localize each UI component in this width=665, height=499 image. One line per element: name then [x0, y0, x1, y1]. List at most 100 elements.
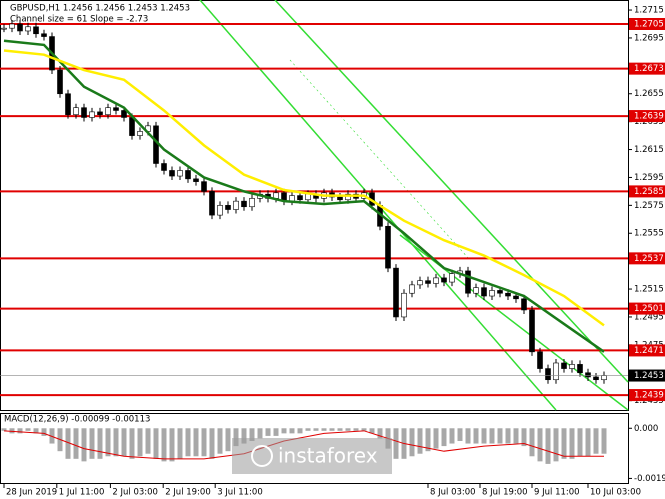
candle [401, 292, 407, 318]
macd-bar [273, 428, 279, 436]
candle [577, 364, 583, 374]
macd-frame [0, 413, 629, 484]
candle [105, 107, 111, 115]
macd-bar [217, 428, 223, 454]
candle [201, 181, 207, 192]
candle [593, 376, 599, 381]
candle [569, 364, 575, 369]
macd-bar [121, 428, 127, 457]
y-tick-label: 1.2715 [634, 6, 664, 16]
macd-bar [129, 428, 135, 459]
candle [233, 200, 239, 210]
macd-bar [177, 428, 183, 459]
x-tick-label: 1 Jul 11:00 [59, 488, 105, 498]
y-tick-label: 0.000 [634, 424, 658, 434]
macd-bar [409, 428, 415, 457]
level-label: 1.2585 [634, 187, 664, 197]
x-tick-label: 9 Jul 11:00 [534, 488, 580, 498]
candle [393, 267, 399, 318]
marks: 1.2715 1.2695 1.2655 1.2635 1.2615 1.2595 1.25… [0, 6, 665, 498]
candle [449, 273, 455, 283]
candle [217, 205, 223, 216]
y-tick-label: 1.2555 [634, 229, 664, 239]
y-tick-label: 1.2595 [634, 173, 664, 183]
macd-bar [529, 428, 535, 457]
candle [513, 295, 519, 300]
macd-bar [337, 428, 343, 431]
macd-bar [25, 428, 31, 431]
macd-bar [289, 428, 295, 434]
macd-bar [353, 428, 359, 431]
level-label-box [629, 110, 665, 123]
candle [41, 33, 47, 37]
y-tick-label: 1.2695 [634, 33, 664, 43]
level-label-box [629, 344, 665, 357]
candle [441, 277, 447, 283]
macd-bar [153, 428, 159, 459]
candle [601, 375, 607, 381]
level-label-box [629, 252, 665, 265]
candle [481, 287, 487, 297]
macd-bar [481, 428, 487, 444]
macd-bar [97, 428, 103, 459]
candle [65, 93, 71, 115]
macd-bar [201, 428, 207, 457]
macd-bar [561, 428, 567, 459]
y-tick-label: 1.2495 [634, 312, 664, 322]
macd-bar [89, 428, 95, 459]
candle [305, 193, 311, 201]
macd-bar [209, 428, 215, 459]
macd-bar [393, 428, 399, 459]
macd-bar [313, 428, 319, 431]
x-tick-label: 8 Jul 03:00 [430, 488, 476, 498]
macd-bar [281, 428, 287, 434]
macd-bar [305, 428, 311, 431]
y-tick-label: 1.2655 [634, 89, 664, 99]
level-label: 1.2639 [634, 112, 664, 122]
candle [537, 351, 543, 369]
macd-bar [569, 428, 575, 459]
candle [241, 200, 247, 208]
macd-bar [65, 428, 71, 459]
macd-bar [497, 428, 503, 444]
macd-bar [513, 428, 519, 444]
macd-bar [241, 428, 247, 444]
macd-title: MACD(12,26,9) -0.00099 -0.00113 [4, 415, 150, 425]
candle [17, 23, 23, 32]
candle [465, 270, 471, 294]
macd-bar [585, 428, 591, 457]
macd-bar [105, 428, 111, 457]
macd-bar [265, 428, 271, 436]
candle [33, 26, 39, 35]
y-tick-label: 1.2515 [634, 285, 664, 295]
macd-bar [185, 428, 191, 457]
signal-line [3, 430, 604, 460]
level-label-box [629, 389, 665, 402]
macd-bar [73, 428, 79, 459]
level-label-box [629, 185, 665, 198]
macd-bar [553, 428, 559, 462]
candle [561, 362, 567, 369]
macd-bar [577, 428, 583, 457]
level-label-box [629, 62, 665, 75]
macd-bar [545, 428, 551, 464]
candle [137, 131, 143, 136]
macd-bar [345, 428, 351, 431]
level-label: 1.2439 [634, 391, 664, 401]
watermark-logo [251, 445, 273, 467]
candle [409, 284, 415, 294]
candle [161, 163, 167, 171]
candle [489, 290, 495, 297]
candle [297, 195, 303, 201]
macd-bar [465, 428, 471, 444]
y-tick-label: 1.2435 [634, 396, 664, 406]
x-tick-label: 8 Jul 19:00 [482, 488, 528, 498]
candle [521, 298, 527, 311]
macd-bar [193, 428, 199, 457]
x-tick-label: 28 Jun 2019 [6, 488, 57, 498]
y-tick-label: 1.2575 [634, 201, 664, 211]
candle [73, 107, 79, 115]
candle [497, 290, 503, 294]
moving-average [3, 39, 605, 353]
